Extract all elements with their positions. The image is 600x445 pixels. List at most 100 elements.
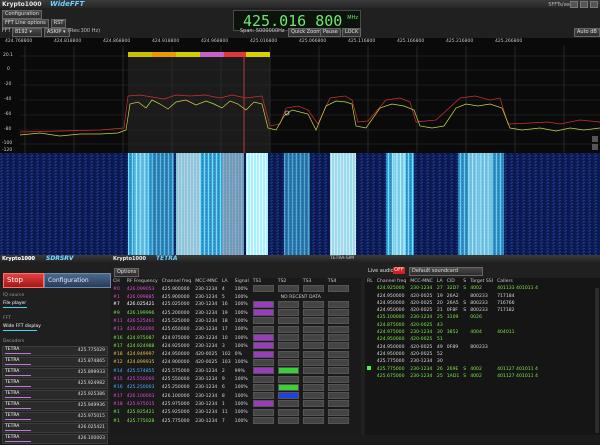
column-header[interactable]: CID — [446, 279, 455, 284]
table-row[interactable]: #15 425.550000 425.550000 230-1234 9 100… — [111, 375, 351, 384]
decoder-item[interactable]: TETRA 425.925386 — [2, 390, 108, 400]
column-header[interactable]: CH — [113, 279, 120, 284]
table-row[interactable]: #17 424.924988 424.925000 230-1234 3 100… — [111, 342, 351, 350]
table-row[interactable]: 424.875000 420-0025 43 — [365, 322, 540, 329]
column-header[interactable]: Target SSI — [470, 279, 494, 284]
table-row[interactable]: 424.950000 420-0025 20 26A5 S 800233 716766 — [365, 300, 540, 307]
mode-select[interactable]: ASKIP ▾ — [44, 28, 70, 37]
auto-db-button[interactable]: Auto dB — [574, 28, 600, 37]
decoder-item[interactable]: TETRA 425.775029 — [2, 346, 108, 356]
table-row[interactable]: 424.950000 420-0025 19 26A2 800233 717184 — [365, 293, 540, 300]
column-header[interactable]: RL — [367, 279, 373, 284]
fft-item[interactable]: Wide FFT display — [3, 324, 41, 329]
column-header[interactable]: Channel freq — [376, 279, 407, 284]
callers-cell — [495, 344, 540, 351]
table-row[interactable]: #0 426.099053 425.900000 230-1234 4 100% — [111, 285, 351, 293]
column-header[interactable]: TS1 — [252, 279, 262, 284]
rst-button[interactable]: RST — [50, 19, 67, 28]
minimize-icon[interactable] — [570, 1, 578, 8]
decoder-item[interactable]: TETRA 425.949936 — [2, 401, 108, 411]
sdrsrv-panel: Krypto1000 SDRSRV Stop Configuration IQ … — [0, 255, 111, 444]
signal-cell: 100% — [234, 401, 248, 407]
column-header[interactable]: MCC-MNC — [410, 279, 433, 284]
table-row[interactable]: 424.950000 420-0025 52 — [365, 351, 540, 358]
table-row[interactable]: #16 424.975087 424.975000 230-1234 10 10… — [111, 334, 351, 342]
waterfall-display[interactable] — [0, 153, 600, 255]
ts2-cell — [276, 300, 301, 309]
table-row[interactable]: 425.100000 230-1234 25 3109 0026 — [365, 314, 540, 321]
mcc-cell: 230-1234 — [195, 318, 218, 324]
decoder-item[interactable]: TETRA 425.924982 — [2, 379, 108, 389]
chfreq-cell: 425.100000 — [376, 315, 405, 321]
decoder-item[interactable]: TETRA 425.899933 — [2, 368, 108, 378]
table-row[interactable]: #17 426.100003 426.100000 230-1234 8 100… — [111, 392, 351, 400]
quick-zoom-button[interactable]: Quick Zoom — [288, 28, 325, 37]
fft-size-select[interactable]: 8192 ▾ — [12, 28, 42, 37]
column-header[interactable]: Signal — [234, 279, 249, 284]
table-row[interactable]: #1 426.099885 425.900000 230-1234 5 100%… — [111, 294, 351, 301]
table-row[interactable]: #18 425.975015 425.975000 230-1234 1 100… — [111, 400, 351, 408]
soundcard-select[interactable]: Default soundcard — [409, 267, 483, 276]
table-row[interactable]: 424.950000 420-0025 21 0F8F S 800233 717182 — [365, 307, 540, 314]
widefft-titlebar[interactable] — [0, 0, 600, 8]
decoder-item[interactable]: TETRA 425.975015 — [2, 412, 108, 422]
pause-button[interactable]: Pause — [320, 28, 341, 37]
column-header[interactable]: Channel freq — [161, 279, 192, 284]
column-header[interactable]: RF Frequency — [126, 279, 158, 284]
decoder-item[interactable]: TETRA 425.874865 — [2, 357, 108, 367]
table-row[interactable]: #14 425.574855 425.575000 230-1234 2 99% — [111, 367, 351, 375]
table-row[interactable]: #1 425.925421 425.925000 230-1234 11 100… — [111, 408, 351, 417]
callers-cell — [495, 322, 540, 329]
table-row[interactable]: #13 426.650000 425.650000 230-1234 17 10… — [111, 325, 351, 334]
table-row[interactable]: #7 426.025421 425.025000 230-1234 16 100… — [111, 300, 351, 309]
decoder-item[interactable]: TETRA 426.025421 — [2, 423, 108, 433]
table-row[interactable]: 424.950000 420-0025 49 0F89 800233 — [365, 344, 540, 351]
column-header[interactable]: TS4 — [327, 279, 337, 284]
fft-line-options-button[interactable]: FFT Line options — [2, 19, 49, 28]
table-row[interactable]: #9 426.199996 425.200000 230-1234 19 100… — [111, 309, 351, 317]
ts3-cell — [301, 375, 326, 384]
freq-tick: 425.116800 — [348, 39, 376, 44]
decoder-item[interactable]: TETRA 426.100003 — [2, 434, 108, 444]
fft-spectrum-panel[interactable]: 424.768800 424.818800 424.868800 424.918… — [0, 38, 600, 153]
column-header[interactable]: TS2 — [277, 279, 287, 284]
column-header[interactable]: LA — [436, 279, 443, 284]
table-row[interactable]: 425.675000 230-1234 25 1AD1 S 4002 401127 4010… — [365, 373, 540, 380]
table-row[interactable]: #16 425.250003 425.250000 230-1234 6 100… — [111, 383, 351, 392]
table-row[interactable]: 425.775000 230-1234 30 — [365, 358, 540, 365]
scroll-down-icon[interactable] — [592, 144, 598, 150]
table-row[interactable]: 424.975000 230-1234 30 3852 4004 404011 — [365, 329, 540, 336]
scroll-up-icon[interactable] — [592, 136, 598, 142]
frequency-display[interactable]: 425.016 800 MHz — [233, 10, 361, 31]
table-row[interactable]: #1 425.775028 425.775000 230-1234 7 100% — [111, 417, 351, 425]
column-header[interactable]: Callers — [497, 279, 513, 284]
table-row[interactable]: #18 424.949997 424.950000 420-0025 102 0… — [111, 350, 351, 359]
la-cell: 7 — [221, 418, 225, 424]
maximize-icon[interactable] — [580, 1, 588, 8]
column-header[interactable]: MCC-MNC — [195, 279, 218, 284]
column-header[interactable]: S — [463, 279, 467, 284]
table-row[interactable]: 424.950000 420-0025 51 — [365, 336, 540, 343]
decoder-underline — [5, 419, 31, 420]
configuration-button[interactable]: Configuration — [2, 10, 42, 19]
scrollbar[interactable] — [595, 288, 599, 433]
sdrsrv-titlebar[interactable]: Krypto1000 SDRSRV — [0, 255, 110, 262]
iq-source-value[interactable]: File player — [3, 301, 27, 306]
column-header[interactable]: TS3 — [302, 279, 312, 284]
table-row[interactable]: 425.775000 230-1234 26 269E S 4002 401127 4010… — [365, 365, 540, 373]
table-row[interactable]: 424.925000 230-1234 27 32D7 S 4002 401133 4010… — [365, 285, 540, 292]
tetra-options-button[interactable]: Options — [114, 268, 140, 277]
ts1-cell — [251, 325, 276, 334]
sdr-configuration-button[interactable]: Configuration — [44, 273, 111, 288]
ts3-cell — [301, 400, 326, 408]
live-audio-toggle[interactable]: OFF — [393, 267, 405, 274]
stop-button[interactable]: Stop — [3, 273, 44, 288]
lock-button[interactable]: LOCK — [342, 28, 362, 37]
table-row[interactable]: #12 424.899935 424.900000 420-0025 103 1… — [111, 358, 351, 367]
callers-cell — [495, 351, 540, 358]
ch-cell: #11 — [113, 318, 123, 324]
table-row[interactable]: #11 426.525461 425.525000 230-1234 18 10… — [111, 317, 351, 325]
cid-cell: 0F89 — [446, 344, 459, 350]
column-header[interactable]: LA — [221, 279, 228, 284]
close-icon[interactable] — [590, 1, 598, 8]
